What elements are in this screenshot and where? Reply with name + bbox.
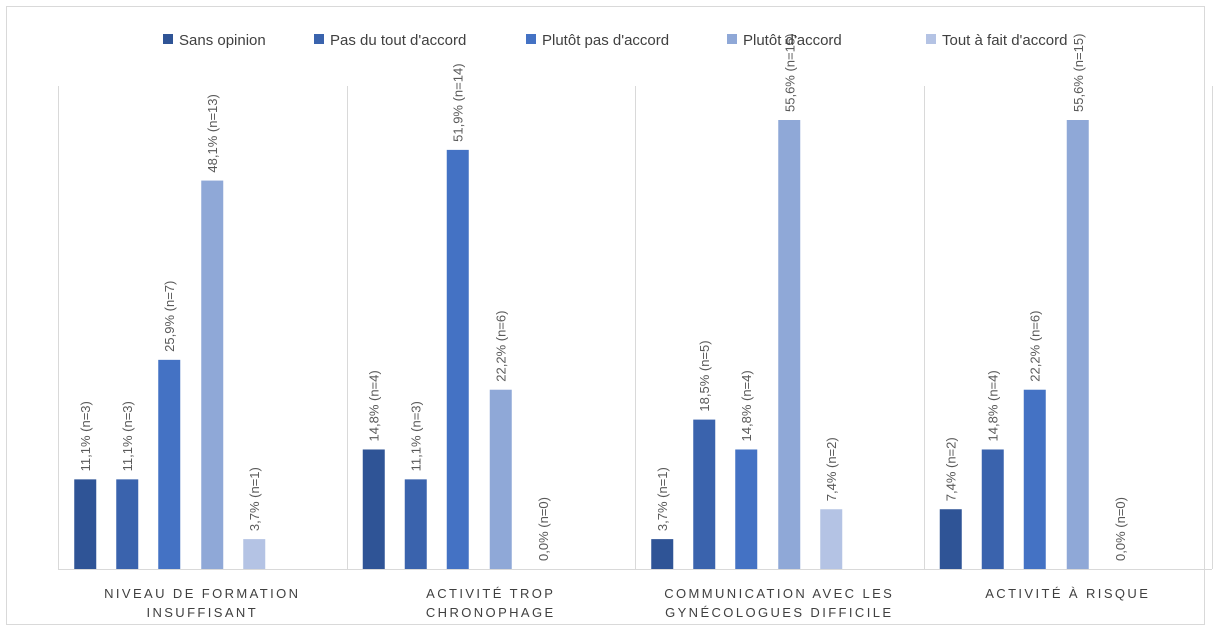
bar bbox=[651, 539, 674, 569]
category-label: ACTIVITÉ TROP bbox=[426, 586, 555, 601]
category-label: NIVEAU DE FORMATION bbox=[104, 586, 300, 601]
bar bbox=[778, 120, 801, 569]
legend-swatch bbox=[926, 34, 936, 44]
data-label: 7,4% (n=2) bbox=[824, 437, 839, 501]
data-label: 22,2% (n=6) bbox=[494, 311, 509, 382]
legend-swatch bbox=[163, 34, 173, 44]
bar bbox=[735, 449, 758, 569]
legend-swatch bbox=[314, 34, 324, 44]
data-label: 3,7% (n=1) bbox=[247, 467, 262, 531]
data-label: 18,5% (n=5) bbox=[697, 340, 712, 411]
legend-label: Tout à fait d'accord bbox=[942, 32, 1067, 49]
data-label: 11,1% (n=3) bbox=[409, 401, 424, 471]
data-label: 22,2% (n=6) bbox=[1028, 311, 1043, 382]
data-label: 14,8% (n=4) bbox=[739, 370, 754, 441]
bar bbox=[404, 479, 427, 569]
bar bbox=[820, 509, 843, 569]
data-label: 0,0% (n=0) bbox=[1113, 497, 1128, 561]
bar bbox=[446, 149, 469, 569]
data-label: 11,1% (n=3) bbox=[78, 401, 93, 471]
bar bbox=[116, 479, 139, 569]
bar bbox=[362, 449, 385, 569]
category-label: ACTIVITÉ À RISQUE bbox=[985, 586, 1150, 601]
legend-label: Sans opinion bbox=[179, 32, 266, 49]
legend-swatch bbox=[727, 34, 737, 44]
data-label: 48,1% (n=13) bbox=[205, 94, 220, 172]
legend-label: Pas du tout d'accord bbox=[330, 32, 466, 49]
data-label: 7,4% (n=2) bbox=[944, 437, 959, 501]
category-label: INSUFFISANT bbox=[146, 605, 258, 620]
bar bbox=[939, 509, 962, 569]
bar bbox=[74, 479, 97, 569]
bar bbox=[158, 359, 181, 569]
bar bbox=[489, 389, 512, 569]
data-label: 25,9% (n=7) bbox=[162, 281, 177, 352]
category-label: CHRONOPHAGE bbox=[426, 605, 556, 620]
data-label: 14,8% (n=4) bbox=[986, 370, 1001, 441]
bar bbox=[1023, 389, 1046, 569]
bar bbox=[693, 419, 716, 569]
category-label: GYNÉCOLOGUES DIFFICILE bbox=[665, 605, 893, 620]
category-label: COMMUNICATION AVEC LES bbox=[664, 586, 894, 601]
bar bbox=[201, 180, 224, 570]
bar bbox=[981, 449, 1004, 569]
bar bbox=[1066, 120, 1089, 569]
legend-swatch bbox=[526, 34, 536, 44]
bar bbox=[243, 539, 266, 569]
legend-label: Plutôt d'accord bbox=[743, 32, 842, 49]
data-label: 14,8% (n=4) bbox=[367, 370, 382, 441]
legend-label: Plutôt pas d'accord bbox=[542, 32, 669, 49]
data-label: 51,9% (n=14) bbox=[451, 63, 466, 141]
data-label: 3,7% (n=1) bbox=[655, 467, 670, 531]
data-label: 0,0% (n=0) bbox=[536, 497, 551, 561]
data-label: 11,1% (n=3) bbox=[120, 401, 135, 471]
data-label: 55,6% (n=15) bbox=[782, 34, 797, 112]
data-label: 55,6% (n=15) bbox=[1071, 34, 1086, 112]
